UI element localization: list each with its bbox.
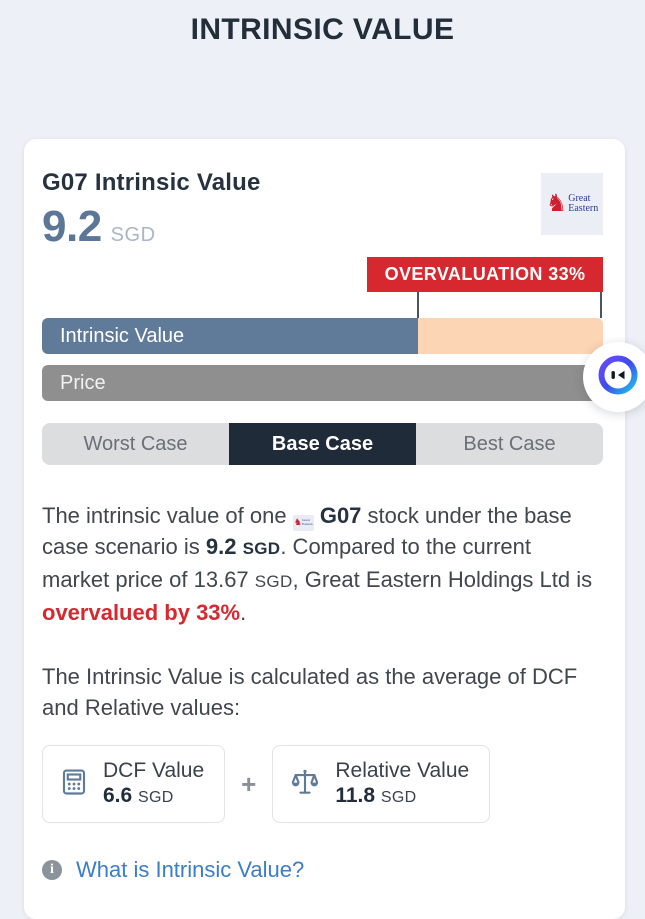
card-header: G07 Intrinsic Value ♞ Great Eastern — [42, 169, 603, 235]
ai-assistant-button[interactable] — [583, 342, 645, 412]
intrinsic-value-card: G07 Intrinsic Value ♞ Great Eastern 9.2 … — [24, 139, 625, 919]
intrinsic-value-row: 9.2 SGD — [42, 202, 603, 252]
intrinsic-value-bar: Intrinsic Value — [42, 318, 603, 354]
calculation-paragraph: The Intrinsic Value is calculated as the… — [42, 664, 578, 720]
scales-icon — [289, 766, 321, 803]
valuation-components: DCF Value 6.6 SGD + — [42, 745, 603, 823]
price-bar: Price — [42, 365, 603, 401]
company-logo-name: Great Eastern — [568, 193, 599, 214]
footer-row: i What is Intrinsic Value? — [42, 857, 603, 883]
tab-best-case[interactable]: Best Case — [463, 432, 556, 455]
overvaluation-bracket-left — [417, 292, 419, 318]
tab-base-case[interactable]: Base Case — [229, 423, 416, 465]
what-is-intrinsic-value-link[interactable]: What is Intrinsic Value? — [76, 857, 305, 882]
relative-label: Relative Value — [335, 759, 470, 782]
calculator-icon — [59, 767, 89, 802]
overvaluation-bar-fill — [418, 318, 603, 354]
overvaluation-bracket-right — [600, 292, 602, 318]
intrinsic-value-currency: SGD — [110, 224, 156, 246]
dcf-value: 6.6 SGD — [103, 784, 174, 807]
intrinsic-value-bar-fill — [42, 318, 418, 354]
value-text: 9.2 — [205, 534, 237, 559]
overvalued-text: overvalued by 33% — [42, 600, 241, 625]
plus-sign: + — [241, 768, 257, 799]
mini-lion-icon: ♞ — [293, 517, 302, 527]
overvaluation-badge: OVERVALUATION 33% — [367, 257, 603, 292]
intrinsic-value-number: 9.2 — [42, 202, 102, 251]
company-logo: ♞ Great Eastern — [541, 173, 603, 235]
relative-value-box: Relative Value 11.8 SGD — [272, 745, 491, 823]
page-title: INTRINSIC VALUE — [190, 13, 455, 46]
ai-assistant-icon — [598, 355, 638, 400]
mini-company-logo: ♞ Great Eastern — [292, 514, 314, 531]
card-heading: G07 Intrinsic Value — [42, 169, 261, 196]
valuation-bar-chart: OVERVALUATION 33% Intrinsic Value Price — [42, 257, 603, 401]
info-icon: i — [42, 860, 62, 880]
dcf-label: DCF Value — [103, 759, 205, 782]
intrinsic-value-bar-label: Intrinsic Value — [60, 325, 185, 347]
ticker-text: G07 — [319, 503, 362, 528]
dcf-value-box: DCF Value 6.6 SGD — [42, 745, 226, 823]
analysis-paragraph: The intrinsic value of one ♞ Great Eastern… — [42, 503, 593, 625]
lion-icon: ♞ — [545, 190, 568, 217]
price-bar-label: Price — [60, 372, 106, 394]
relative-value: 11.8 SGD — [335, 784, 417, 807]
tab-worst-case[interactable]: Worst Case — [83, 432, 188, 455]
scenario-tabs: Worst Case Base Case Best Case — [42, 423, 603, 465]
